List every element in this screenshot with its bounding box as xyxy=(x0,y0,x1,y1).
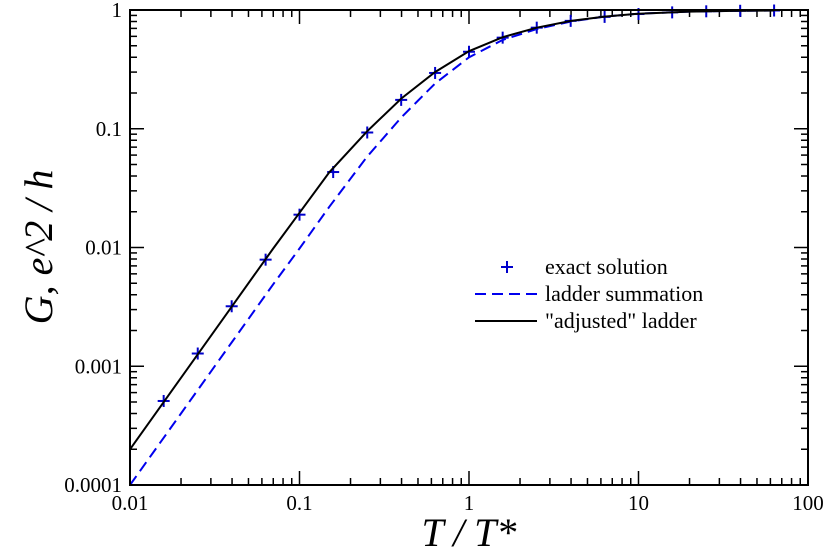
legend-label: exact solution xyxy=(545,254,668,279)
y-tick-label: 0.01 xyxy=(85,236,122,260)
ticks-layer xyxy=(129,9,809,486)
legend-label: "adjusted" ladder xyxy=(545,308,697,333)
y-tick-label: 0.0001 xyxy=(64,473,122,497)
y-tick-label: 0.001 xyxy=(75,354,122,378)
plot-frame xyxy=(129,9,809,486)
x-tick-label: 10 xyxy=(628,491,649,515)
legend-item: exact solution xyxy=(501,254,668,279)
legend-marker xyxy=(501,261,513,273)
x-axis-title: T / T* xyxy=(422,510,517,555)
tick-labels: 0.01 0.1 1 10 100 0.0001 0.001 0.01 0.1 1 xyxy=(64,0,824,515)
exact-solution-point xyxy=(293,208,306,221)
x-tick-label: 1 xyxy=(464,491,475,515)
x-tick-label: 0.01 xyxy=(112,491,149,515)
ladder-summation-line xyxy=(129,9,775,486)
series-layer xyxy=(129,4,781,486)
y-tick-label: 0.1 xyxy=(96,117,122,141)
x-tick-label: 100 xyxy=(792,491,824,515)
y-axis-title: G, e^2 / h xyxy=(16,170,61,325)
y-tick-label: 1 xyxy=(112,0,123,22)
adjusted-ladder-line xyxy=(129,9,775,450)
x-tick-label: 0.1 xyxy=(286,491,312,515)
legend-item: ladder summation xyxy=(475,281,703,306)
legend-label: ladder summation xyxy=(545,281,703,306)
legend-item: "adjusted" ladder xyxy=(475,308,697,333)
